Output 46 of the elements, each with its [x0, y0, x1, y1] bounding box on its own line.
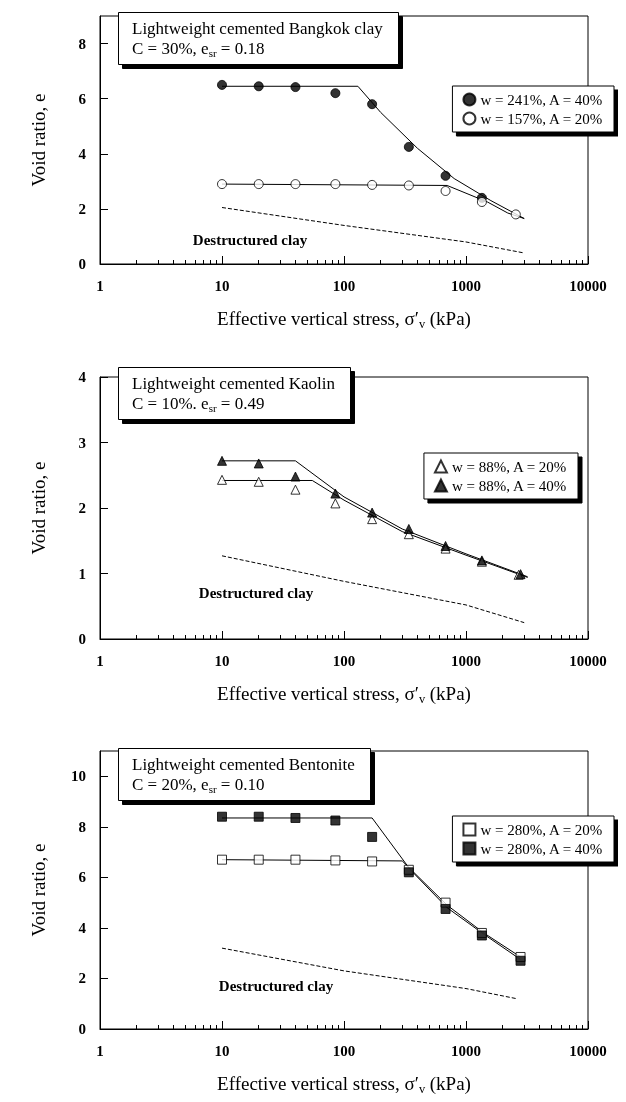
y-axis-title: Void ratio, e	[28, 843, 49, 937]
y-tick-label: 10	[71, 768, 86, 785]
x-tick-label: 1	[96, 1042, 104, 1059]
annotation: Destructured clay	[192, 232, 308, 248]
x-tick-label: 10000	[569, 652, 607, 669]
legend-label: w = 280%, A = 40%	[480, 840, 603, 857]
annotation: Destructured clay	[218, 978, 334, 994]
chart-title: Lightweight cemented Kaolin	[132, 374, 336, 393]
x-tick-label: 10000	[569, 1042, 607, 1059]
chart-title: Lightweight cemented Bangkok clay	[132, 19, 384, 38]
y-tick-label: 0	[78, 1021, 86, 1037]
y-axis-title: Void ratio, e	[28, 461, 49, 555]
legend-label: w = 280%, A = 20%	[480, 821, 603, 838]
x-tick-label: 10	[214, 1042, 230, 1059]
y-tick-label: 8	[78, 818, 86, 835]
x-tick-label: 10	[214, 277, 230, 294]
legend-label: w = 157%, A = 20%	[480, 110, 603, 127]
y-tick-label: 6	[78, 869, 87, 886]
y-tick-label: 3	[78, 434, 86, 451]
y-tick-label: 0	[78, 631, 86, 647]
annotation: Destructured clay	[198, 585, 314, 601]
x-tick-label: 100	[332, 652, 356, 669]
x-tick-label: 1000	[451, 652, 481, 669]
y-tick-label: 2	[78, 200, 86, 217]
y-tick-label: 2	[78, 500, 86, 516]
x-tick-label: 100	[332, 1042, 356, 1059]
y-tick-label: 2	[78, 970, 86, 987]
y-tick-label: 8	[78, 35, 86, 52]
y-tick-label: 0	[78, 256, 86, 272]
y-tick-label: 4	[78, 369, 87, 385]
y-tick-label: 6	[78, 90, 87, 107]
x-tick-label: 100	[332, 277, 356, 294]
legend-label: w = 88%, A = 20%	[451, 458, 567, 475]
x-tick-label: 1000	[451, 1042, 481, 1059]
legend-label: w = 88%, A = 40%	[451, 477, 567, 494]
y-axis-title: Void ratio, e	[28, 93, 49, 187]
x-tick-label: 1	[96, 277, 104, 294]
y-tick-label: 1	[78, 565, 86, 582]
x-tick-label: 1	[96, 652, 104, 669]
x-tick-label: 10	[214, 652, 230, 669]
chart-title: Lightweight cemented Bentonite	[132, 755, 355, 774]
y-tick-label: 4	[78, 145, 87, 162]
x-tick-label: 10000	[569, 277, 607, 294]
legend-label: w = 241%, A = 40%	[480, 91, 603, 108]
x-tick-label: 1000	[451, 277, 481, 294]
y-tick-label: 4	[78, 919, 87, 936]
